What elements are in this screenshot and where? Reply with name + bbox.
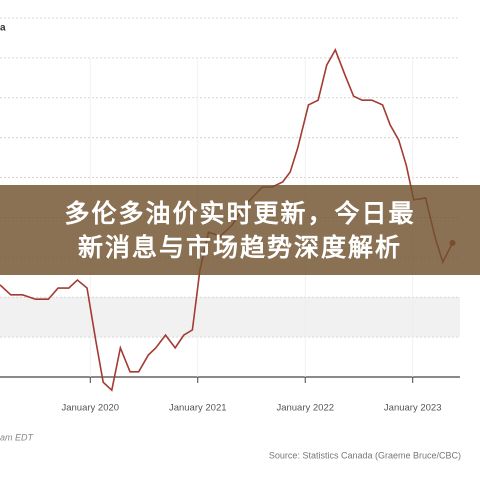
x-tick-label: January 2022 [276,403,334,414]
banner-title: 多伦多油价实时更新，今日最 [64,199,415,228]
source: Source: Statistics Canada (Graeme Bruce/… [269,450,461,460]
x-tick-label: January 2020 [61,403,119,414]
x-tick-label: January 2023 [384,403,442,414]
shaded-band [0,297,460,337]
banner [0,185,480,275]
timestamp: am EDT [0,432,35,442]
x-tick-label: January 2021 [169,403,227,414]
chart-title: a [0,23,6,34]
banner-title: 新消息与市场趋势深度解析 [78,233,402,262]
